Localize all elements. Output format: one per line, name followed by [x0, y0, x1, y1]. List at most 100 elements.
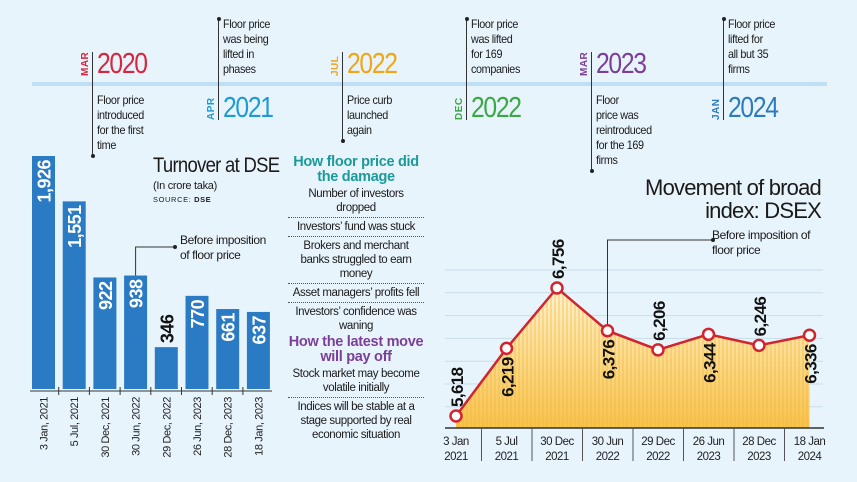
- event-connector: [591, 52, 593, 171]
- event-month: JUL: [330, 55, 341, 76]
- event-year: 2024: [728, 92, 779, 124]
- event-year: 2020: [97, 48, 148, 80]
- point-value-label: 6,344: [701, 342, 720, 383]
- point-value-label: 6,756: [549, 239, 568, 279]
- bar: [32, 156, 55, 389]
- event-text-line: companies: [471, 62, 520, 76]
- bar-annotation-line1: Before imposition: [180, 233, 266, 247]
- x-tick-label: 2024: [798, 451, 823, 463]
- event-text-line: Floor price: [728, 17, 776, 31]
- event-text-line: Floor price: [471, 17, 519, 31]
- damage-title: How floor price did the damage: [293, 154, 419, 185]
- point-value-label: 6,206: [650, 301, 669, 341]
- event-text-line: for the first: [97, 123, 144, 137]
- bar: [216, 309, 240, 389]
- bar-value-label: 1,551: [65, 205, 85, 248]
- x-tick-label: 3 Jan: [443, 436, 469, 448]
- event-text: Floor price was reintroduced for the 169 fir…: [596, 93, 652, 168]
- event-dot: [464, 17, 469, 21]
- annotation-dot: [711, 238, 715, 242]
- dsex-line-chart: 5,618 3 Jan 2021 6,219 5 Jul 2021 6,756 30 Dec 2…: [443, 238, 826, 463]
- bar-chart-subtitle: (In crore taka): [153, 180, 217, 192]
- damage-item: Investors’ fund was stuck: [288, 218, 424, 237]
- x-tick-label: 2022: [646, 451, 670, 463]
- data-point: [449, 409, 463, 423]
- source-label: SOURCE:: [153, 195, 192, 204]
- event-year: 2022: [347, 48, 398, 80]
- payoff-item: Indices will be stable at a stage suppor…: [297, 401, 415, 441]
- bar-chart-source: SOURCE: DSE: [153, 195, 211, 204]
- event-dot: [340, 139, 345, 143]
- event-year: 2021: [223, 92, 274, 124]
- event-text-line: was being: [223, 32, 269, 46]
- x-tick-label: 2021: [495, 451, 519, 463]
- line-chart-title: Movement of broad index: DSEX: [645, 176, 822, 223]
- point-value-label: 5,618: [448, 367, 467, 407]
- payoff-item: Stock market may become volatile initial…: [288, 365, 424, 398]
- dsex-line: [454, 286, 810, 417]
- source-value: DSE: [194, 195, 212, 204]
- bar: [246, 311, 270, 389]
- x-tick-label: 29 Dec: [641, 436, 675, 448]
- event-text-line: price was: [596, 108, 639, 122]
- x-tick-label: 30 Dec: [540, 436, 574, 448]
- event-text-line: again: [347, 123, 372, 137]
- line-title-2: index: DSEX: [705, 198, 822, 223]
- bar: [93, 277, 117, 389]
- x-tick-label: 26 Jun: [693, 436, 725, 448]
- event-text-line: introduced: [97, 108, 144, 122]
- data-point: [600, 323, 615, 338]
- bar-annotation-line2: of floor price: [180, 248, 241, 262]
- event-connector: [218, 19, 220, 120]
- bar-value-label: 922: [96, 281, 116, 310]
- event-text-line: Floor price: [223, 17, 271, 31]
- x-tick-label: 2023: [697, 451, 721, 463]
- x-tick-label: 5 Jul: [496, 436, 518, 448]
- event-text: Floor price introduced for the first time: [97, 93, 144, 153]
- point-value-label: 6,246: [751, 297, 770, 337]
- bar-category-label: 3 Jan, 2021: [39, 397, 51, 450]
- event-year: 2022: [471, 92, 522, 124]
- event-connector: [342, 52, 344, 141]
- turnover-bar-chart: 1,926 3 Jan, 2021 1,551 5 Jul, 2021 922 30 De…: [30, 156, 272, 458]
- event-text-line: time: [97, 138, 116, 152]
- event-text-line: firms: [596, 153, 618, 167]
- damage-item: Asset managers’ profits fell: [288, 284, 424, 303]
- data-point: [550, 281, 564, 295]
- area-stripes: [456, 287, 810, 428]
- event-text: Floor price lifted for all but 35 firms: [728, 17, 775, 77]
- bar-value-label: 637: [249, 315, 269, 344]
- event-text: Price curb launched again: [347, 93, 392, 138]
- event-text-line: all but 35: [728, 47, 769, 61]
- bar-chart-title: Turnover at DSE: [153, 154, 280, 177]
- line-annotation: Before imposition of floor price: [712, 228, 810, 258]
- x-tick-label: 2021: [444, 451, 468, 463]
- bar-value-label: 346: [157, 314, 177, 343]
- event-dot: [589, 169, 594, 173]
- point-value-label: 6,376: [600, 340, 619, 380]
- event-text: Floor price was lifted for 169 companies: [471, 17, 520, 77]
- x-tick-label: 2023: [747, 451, 771, 463]
- bar-category-label: 30 Jun, 2022: [131, 397, 143, 456]
- payoff-title: How the latest move will pay off: [288, 334, 424, 365]
- data-point: [499, 341, 514, 356]
- event-text-line: Floor price: [97, 93, 145, 107]
- event-dot: [90, 154, 95, 158]
- x-tick-label: 28 Dec: [742, 436, 776, 448]
- bar-category-label: 18 Jan, 2023: [253, 397, 265, 456]
- data-point: [752, 338, 766, 353]
- line-annotation-connector: [607, 239, 713, 331]
- event-text-line: for the 169: [596, 138, 644, 152]
- event-text: Floor price was being lifted in phases: [223, 17, 270, 77]
- data-point: [701, 327, 716, 342]
- data-point: [651, 343, 665, 357]
- event-dot: [721, 17, 726, 21]
- x-tick-label: 18 Jan: [794, 436, 826, 448]
- bar: [154, 347, 178, 389]
- bar-category-label: 5 Jul, 2021: [69, 397, 81, 447]
- event-month: JAN: [711, 98, 722, 120]
- event-text-line: firms: [728, 62, 750, 76]
- event-text-line: was lifted: [471, 32, 513, 46]
- event-text-line: lifted in: [223, 47, 254, 61]
- event-year: 2023: [596, 48, 647, 80]
